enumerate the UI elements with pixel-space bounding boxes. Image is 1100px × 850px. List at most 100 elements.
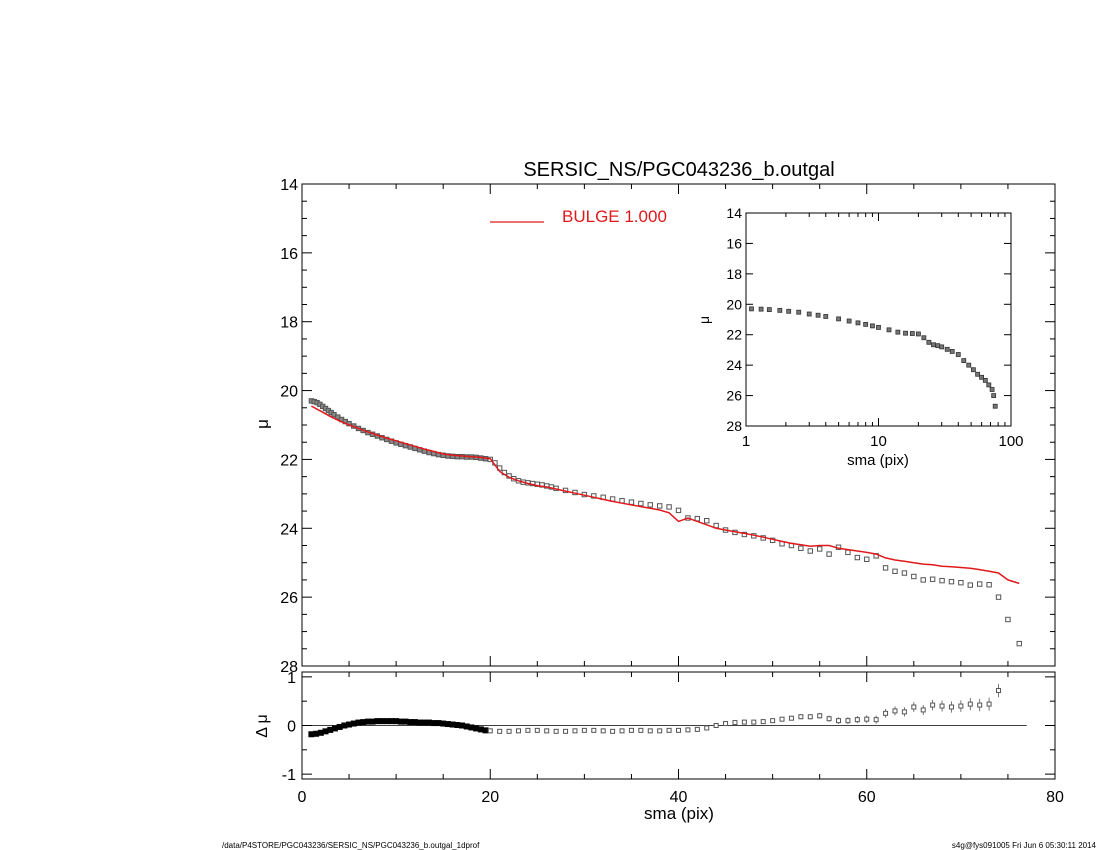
data-point [647,502,653,508]
residual-point [788,715,794,721]
inset-data-point [863,321,869,327]
inset-data-point [989,387,995,392]
inset-data-point [777,307,783,313]
x-tick-label: 20 [481,789,499,806]
residual-point [996,687,1002,693]
data-point [929,576,936,582]
inset-x-tick-label: 10 [870,433,887,450]
residual-point [817,713,823,719]
inset-data-point [931,342,936,348]
residual-point [920,707,926,713]
x-tick-label: 80 [1046,789,1064,806]
inset-data-point [796,309,802,315]
residual-point [487,728,493,734]
inset-data-point [758,306,764,312]
residual-point [572,728,578,734]
data-point [939,577,945,584]
inset-panel: 14 16 18 20 22 24 26 28 1 10 100 μ sma (pix) [696,205,1024,469]
chart-title: SERSIC_NS/PGC043236_b.outgal [523,159,834,181]
footer-path: /data/P4STORE/PGC043236/SERSIC_NS/PGC043… [222,841,480,850]
residual-point [892,708,898,714]
residual-point [723,721,729,727]
inset-y-tick-label: 16 [726,235,742,251]
y-tick-label: 24 [280,521,298,538]
data-point [864,556,870,562]
residual-panel: 10-1 0 20 40 60 80 Δ μ sma (pix) [254,670,1064,823]
inset-y-ticks: 14 16 18 20 22 24 26 28 [726,205,1011,434]
data-point [920,577,926,583]
inset-data-point [992,403,998,409]
inset-x-axis-label: sma (pix) [847,452,909,469]
residual-point [948,704,954,710]
data-point [977,581,983,587]
y-tick-label: 22 [280,452,298,469]
y-tick-label: 14 [280,177,298,194]
inset-x-ticks: 1 10 100 [742,213,1024,450]
inset-data-point [955,352,961,357]
residual-point [704,725,710,731]
data-point [882,565,889,571]
inset-data-point [903,330,908,336]
inset-data-point [846,318,852,324]
data-point [826,551,832,557]
residual-point [741,719,747,725]
residual-point [676,727,681,733]
residual-point [798,714,804,720]
inset-data-point [870,323,875,329]
inset-y-tick-label: 28 [726,418,742,434]
residual-point [497,728,503,734]
y-tick-label: 26 [280,590,298,607]
residual-point [694,726,700,732]
residual-point [619,728,625,734]
residual-point [647,728,653,734]
residual-point [977,702,983,708]
residual-point [760,719,766,725]
data-point [1016,640,1022,647]
residual-x-ticks: 0 20 40 60 80 [298,672,1064,806]
inset-data-point [806,311,812,317]
res-y-tick-label: 0 [287,719,296,736]
data-point [807,548,813,554]
residual-point [958,703,964,709]
inset-data-point [966,362,972,368]
residual-point [883,710,889,716]
inset-x-tick-label: 1 [742,433,750,450]
inset-y-tick-label: 18 [726,266,742,282]
inset-data-point [915,331,921,337]
residual-point [986,701,992,707]
data-point [845,549,851,556]
residual-point [544,728,550,734]
residual-point [638,727,644,733]
data-point [675,507,682,514]
residual-point [600,728,606,734]
inset-data-point [935,343,941,349]
inset-data-point [982,377,988,383]
residual-point [553,728,559,734]
main-y-ticks: 14 16 18 20 22 24 26 28 [280,177,1055,676]
main-x-ticks [301,184,1056,666]
inset-data-point [961,358,967,363]
inset-y-tick-label: 22 [726,327,742,343]
data-point [911,573,917,580]
footer-stamp: s4g@fys091005 Fri Jun 6 05:30:11 2014 [952,841,1097,850]
residual-point [826,716,832,722]
data-point [666,504,672,510]
res-y-tick-label: -1 [282,767,296,784]
inset-data-point [815,312,821,318]
inset-data-point [926,339,932,345]
data-point [628,499,635,505]
residual-point [873,717,879,723]
inset-data-point [766,307,772,313]
main-data-points [308,398,1022,647]
data-point [816,546,823,552]
residual-point [836,718,842,724]
inset-data-point [970,367,976,373]
y-tick-label: 18 [280,315,298,332]
data-point [854,554,861,561]
data-point [901,570,908,576]
residual-point [967,701,973,707]
data-point [986,582,992,588]
data-point [948,578,955,585]
residual-point [525,727,531,733]
x-tick-label: 60 [858,789,876,806]
